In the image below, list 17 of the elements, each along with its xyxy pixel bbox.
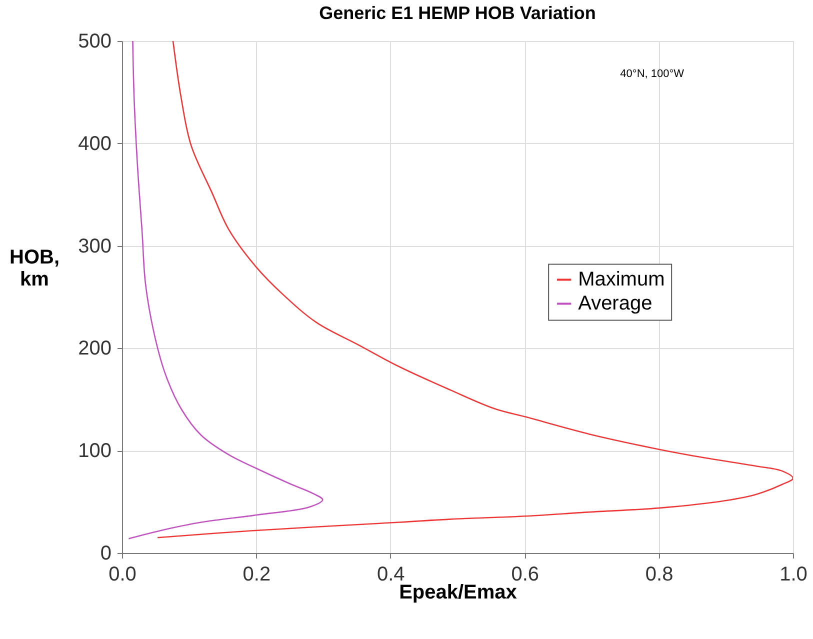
line-series <box>128 41 324 540</box>
y-tick-label: 500 <box>78 30 112 52</box>
y-tick-label: 0 <box>100 542 112 564</box>
legend-label: Average <box>578 292 652 315</box>
y-tick-label: 100 <box>78 440 112 462</box>
x-tick-label: 0.0 <box>108 564 136 586</box>
chart-title: Generic E1 HEMP HOB Variation <box>319 3 596 23</box>
line-series <box>156 41 793 538</box>
y-axis-title: HOB, km <box>10 246 60 290</box>
y-tick-label: 400 <box>78 132 112 155</box>
y-tick-label: 300 <box>78 235 112 258</box>
x-tick-label: 0.2 <box>242 564 271 586</box>
x-tick-label: 0.8 <box>645 564 674 586</box>
annotation: 40°N, 100°W <box>620 68 685 80</box>
y-tick-label: 200 <box>78 338 112 360</box>
legend-label: Maximum <box>578 268 665 291</box>
x-tick-label: 1.0 <box>780 564 808 586</box>
